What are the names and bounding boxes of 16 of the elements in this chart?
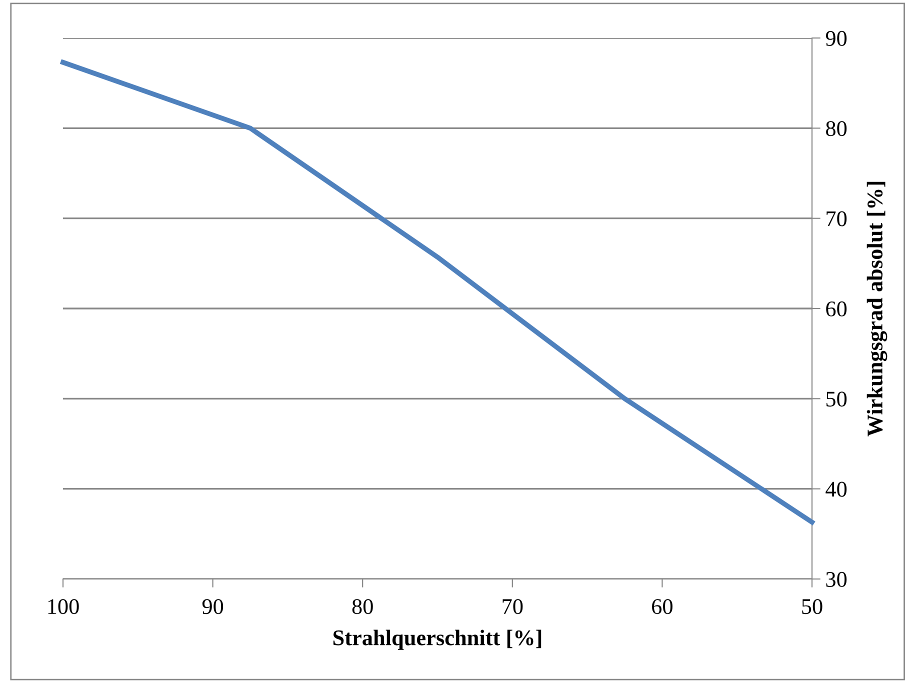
y-tick-label: 90	[826, 30, 847, 46]
x-tick-label: 60	[652, 599, 672, 614]
y-tick-label: 80	[826, 121, 847, 136]
x-tick-label: 80	[352, 599, 373, 614]
x-axis-title: Strahlquerschnitt [%]	[333, 630, 542, 650]
x-tick-label: 90	[202, 599, 224, 614]
y-axis-title: Wirkungsgrad absolut [%]	[866, 182, 888, 436]
x-tick-label: 100	[48, 599, 79, 614]
x-tick-label: 50	[802, 599, 822, 614]
y-tick-label: 60	[826, 301, 847, 316]
y-tick-label: 70	[826, 211, 847, 226]
y-tick-label: 30	[826, 572, 847, 587]
y-tick-label: 50	[826, 392, 847, 407]
x-tick-label: 70	[502, 599, 523, 614]
line-series	[60, 60, 814, 525]
y-tick-label: 40	[826, 482, 847, 497]
